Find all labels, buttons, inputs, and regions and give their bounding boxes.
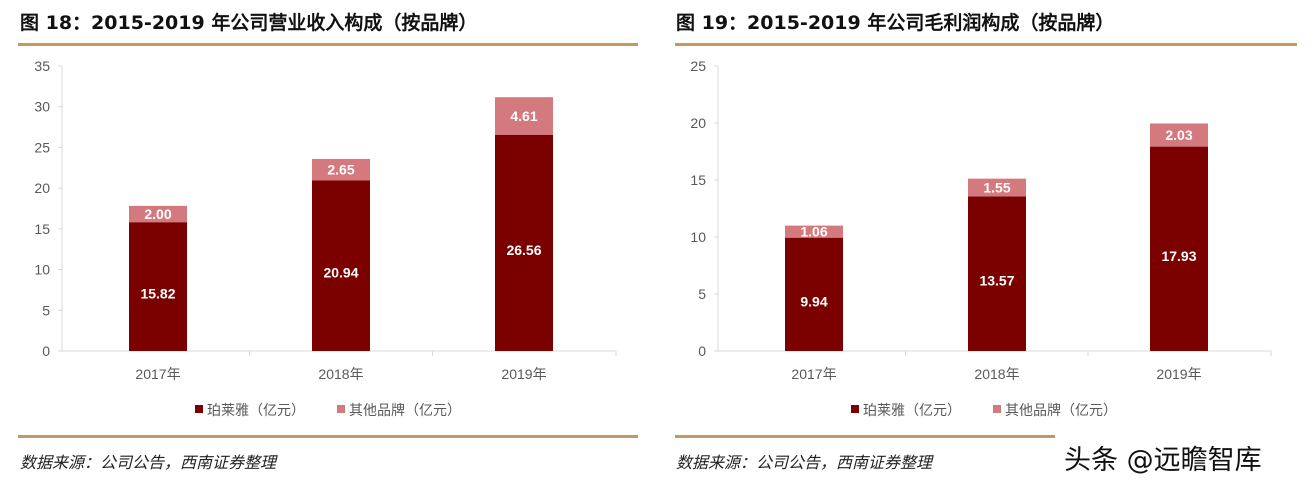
bar-main bbox=[129, 222, 187, 351]
legend-swatch bbox=[993, 405, 1001, 413]
data-label: 15.82 bbox=[140, 286, 175, 302]
x-tick-label: 2018年 bbox=[318, 366, 363, 382]
chart1-top-rule bbox=[18, 43, 638, 46]
x-tick-label: 2018年 bbox=[974, 366, 1019, 382]
y-tick-label: 15 bbox=[690, 172, 706, 188]
bar-main bbox=[785, 237, 843, 351]
chart2-bottom-rule bbox=[675, 435, 1055, 438]
y-tick-label: 15 bbox=[34, 221, 50, 237]
bar-main bbox=[312, 180, 370, 351]
y-tick-label: 30 bbox=[34, 99, 50, 115]
watermark: 头条 @远瞻智库 bbox=[1060, 438, 1266, 477]
data-label: 17.93 bbox=[1161, 248, 1196, 264]
legend-label: 珀莱雅（亿元） bbox=[863, 402, 961, 418]
legend-swatch bbox=[195, 405, 203, 413]
data-label: 13.57 bbox=[979, 273, 1014, 289]
y-tick-label: 20 bbox=[34, 180, 50, 196]
legend-label: 其他品牌（亿元） bbox=[349, 402, 461, 418]
data-label: 20.94 bbox=[323, 265, 358, 281]
y-tick-label: 0 bbox=[698, 343, 706, 359]
bar-main bbox=[495, 134, 553, 351]
chart1-title: 图 18：2015-2019 年公司营业收入构成（按品牌） bbox=[20, 12, 478, 34]
legend-label: 其他品牌（亿元） bbox=[1005, 402, 1117, 418]
data-label: 9.94 bbox=[800, 293, 827, 309]
y-tick-label: 20 bbox=[690, 115, 706, 131]
legend-swatch bbox=[337, 405, 345, 413]
y-tick-label: 10 bbox=[690, 229, 706, 245]
chart1-source: 数据来源：公司公告，西南证券整理 bbox=[20, 453, 277, 472]
bar-other bbox=[785, 225, 843, 238]
y-tick-label: 10 bbox=[34, 262, 50, 278]
data-label: 1.55 bbox=[983, 179, 1010, 195]
chart1-revenue: 0 5 10 15 20 25 30 35 15.82 2.00 2017年 20.94 2.65 201… bbox=[34, 58, 617, 418]
y-tick-label: 35 bbox=[34, 58, 50, 74]
legend-swatch bbox=[851, 405, 859, 413]
bar-other bbox=[968, 178, 1026, 197]
x-tick-label: 2019年 bbox=[501, 366, 546, 382]
bar-other bbox=[1150, 123, 1208, 147]
y-tick-label: 0 bbox=[42, 343, 50, 359]
data-label: 4.61 bbox=[510, 108, 537, 124]
x-tick-label: 2017年 bbox=[135, 366, 180, 382]
chart2-title: 图 19：2015-2019 年公司毛利润构成（按品牌） bbox=[676, 12, 1115, 34]
chart1-bottom-rule bbox=[18, 435, 638, 438]
data-label: 2.65 bbox=[327, 162, 354, 178]
bar-other bbox=[129, 205, 187, 223]
data-label: 26.56 bbox=[506, 242, 541, 258]
y-tick-label: 5 bbox=[698, 286, 706, 302]
bar-other bbox=[495, 97, 553, 135]
chart2-gross-profit: 0 5 10 15 20 25 9.94 1.06 2017年 13.57 1.55 2018年 17.… bbox=[690, 58, 1272, 418]
data-label: 2.00 bbox=[144, 206, 171, 222]
x-tick-label: 2017年 bbox=[791, 366, 836, 382]
legend-label: 珀莱雅（亿元） bbox=[207, 402, 305, 418]
y-tick-label: 25 bbox=[690, 58, 706, 74]
y-tick-label: 5 bbox=[42, 302, 50, 318]
y-tick-label: 25 bbox=[34, 139, 50, 155]
bar-main bbox=[968, 196, 1026, 351]
bar-other bbox=[312, 158, 370, 181]
data-label: 1.06 bbox=[800, 224, 827, 240]
bar-main bbox=[1150, 146, 1208, 351]
data-label: 2.03 bbox=[1165, 127, 1192, 143]
chart2-source: 数据来源：公司公告，西南证券整理 bbox=[676, 453, 933, 472]
chart2-top-rule bbox=[675, 43, 1297, 46]
x-tick-label: 2019年 bbox=[1156, 366, 1201, 382]
